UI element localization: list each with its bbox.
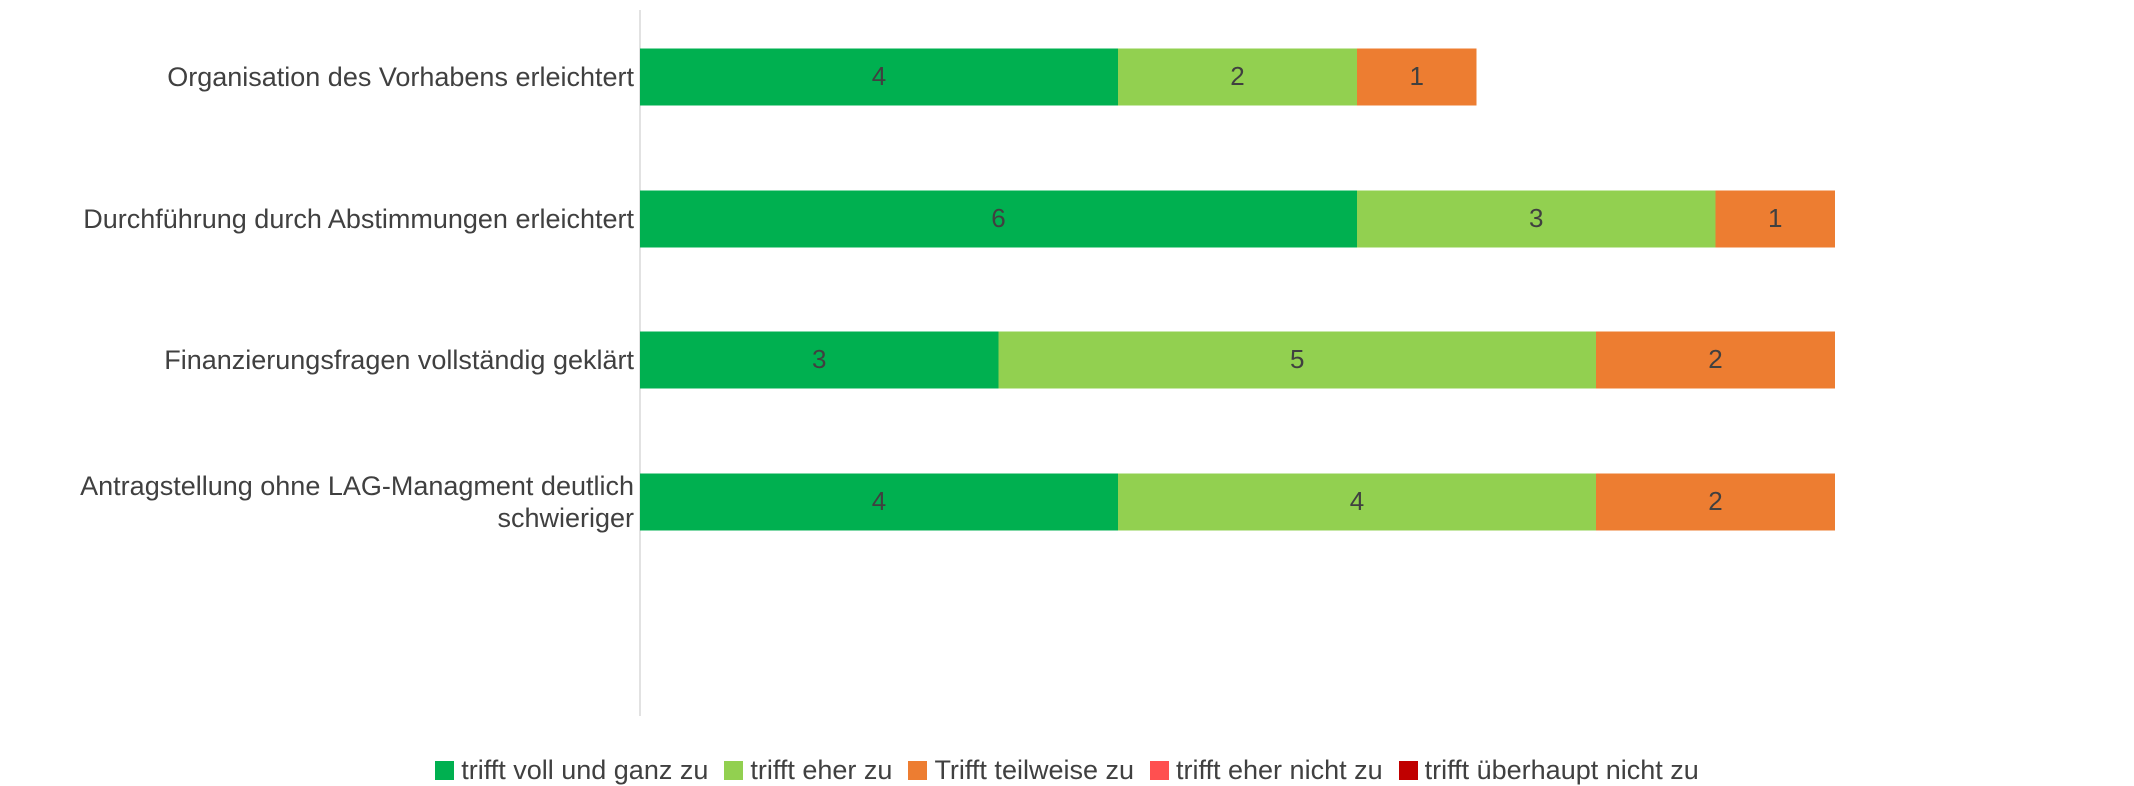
legend-swatch <box>1150 761 1169 780</box>
legend-swatch <box>908 761 928 780</box>
category-label: Finanzierungsfragen vollständig geklärt <box>164 345 634 375</box>
data-label: 3 <box>812 344 826 374</box>
bar-segment <box>998 331 1596 389</box>
legend-item: trifft eher nicht zu <box>1150 755 1383 786</box>
legend: trifft voll und ganz zu trifft eher zu T… <box>0 755 2134 786</box>
bar-segment <box>1715 190 1835 248</box>
bar-segment <box>640 331 999 389</box>
data-label: 2 <box>1230 61 1244 91</box>
legend-item: trifft voll und ganz zu <box>435 755 708 786</box>
data-label: 4 <box>872 486 886 516</box>
legend-swatch <box>435 761 455 780</box>
legend-item: trifft überhaupt nicht zu <box>1398 755 1699 786</box>
bars-group <box>640 48 1835 531</box>
legend-item: Trifft teilweise zu <box>908 755 1134 786</box>
legend-swatch <box>724 761 744 780</box>
data-label: 5 <box>1290 344 1304 374</box>
data-label: 2 <box>1708 344 1722 374</box>
data-labels-group: 4 2 1 6 3 1 3 5 2 4 4 2 <box>812 61 1782 516</box>
data-label: 6 <box>991 203 1005 233</box>
bar-segment <box>1596 331 1835 389</box>
legend-label: trifft eher nicht zu <box>1176 755 1383 785</box>
category-label: Organisation des Vorhabens erleichtert <box>167 62 634 92</box>
bar-segment <box>640 48 1118 106</box>
legend-label: trifft überhaupt nicht zu <box>1424 755 1699 785</box>
bar-segment <box>640 190 1357 248</box>
data-label: 1 <box>1410 61 1424 91</box>
bar-segment <box>1596 473 1835 531</box>
legend-label: Trifft teilweise zu <box>934 755 1134 785</box>
legend-label: trifft voll und ganz zu <box>461 755 709 785</box>
data-label: 2 <box>1708 486 1722 516</box>
bar-segment <box>1118 48 1357 106</box>
category-label: Antragstellung ohne LAG-Managment deutli… <box>80 471 634 533</box>
bar-segment <box>1357 190 1716 248</box>
legend-swatch <box>1398 761 1418 780</box>
bar-segment <box>1357 48 1477 106</box>
category-label: Durchführung durch Abstimmungen erleicht… <box>83 204 634 234</box>
data-label: 4 <box>1350 486 1364 516</box>
legend-label: trifft eher zu <box>750 755 893 785</box>
data-label: 3 <box>1529 203 1543 233</box>
legend-item: trifft eher zu <box>724 755 892 786</box>
data-label: 4 <box>872 61 886 91</box>
bar-segment <box>1118 473 1596 531</box>
data-label: 1 <box>1768 203 1782 233</box>
bar-segment <box>640 473 1118 531</box>
